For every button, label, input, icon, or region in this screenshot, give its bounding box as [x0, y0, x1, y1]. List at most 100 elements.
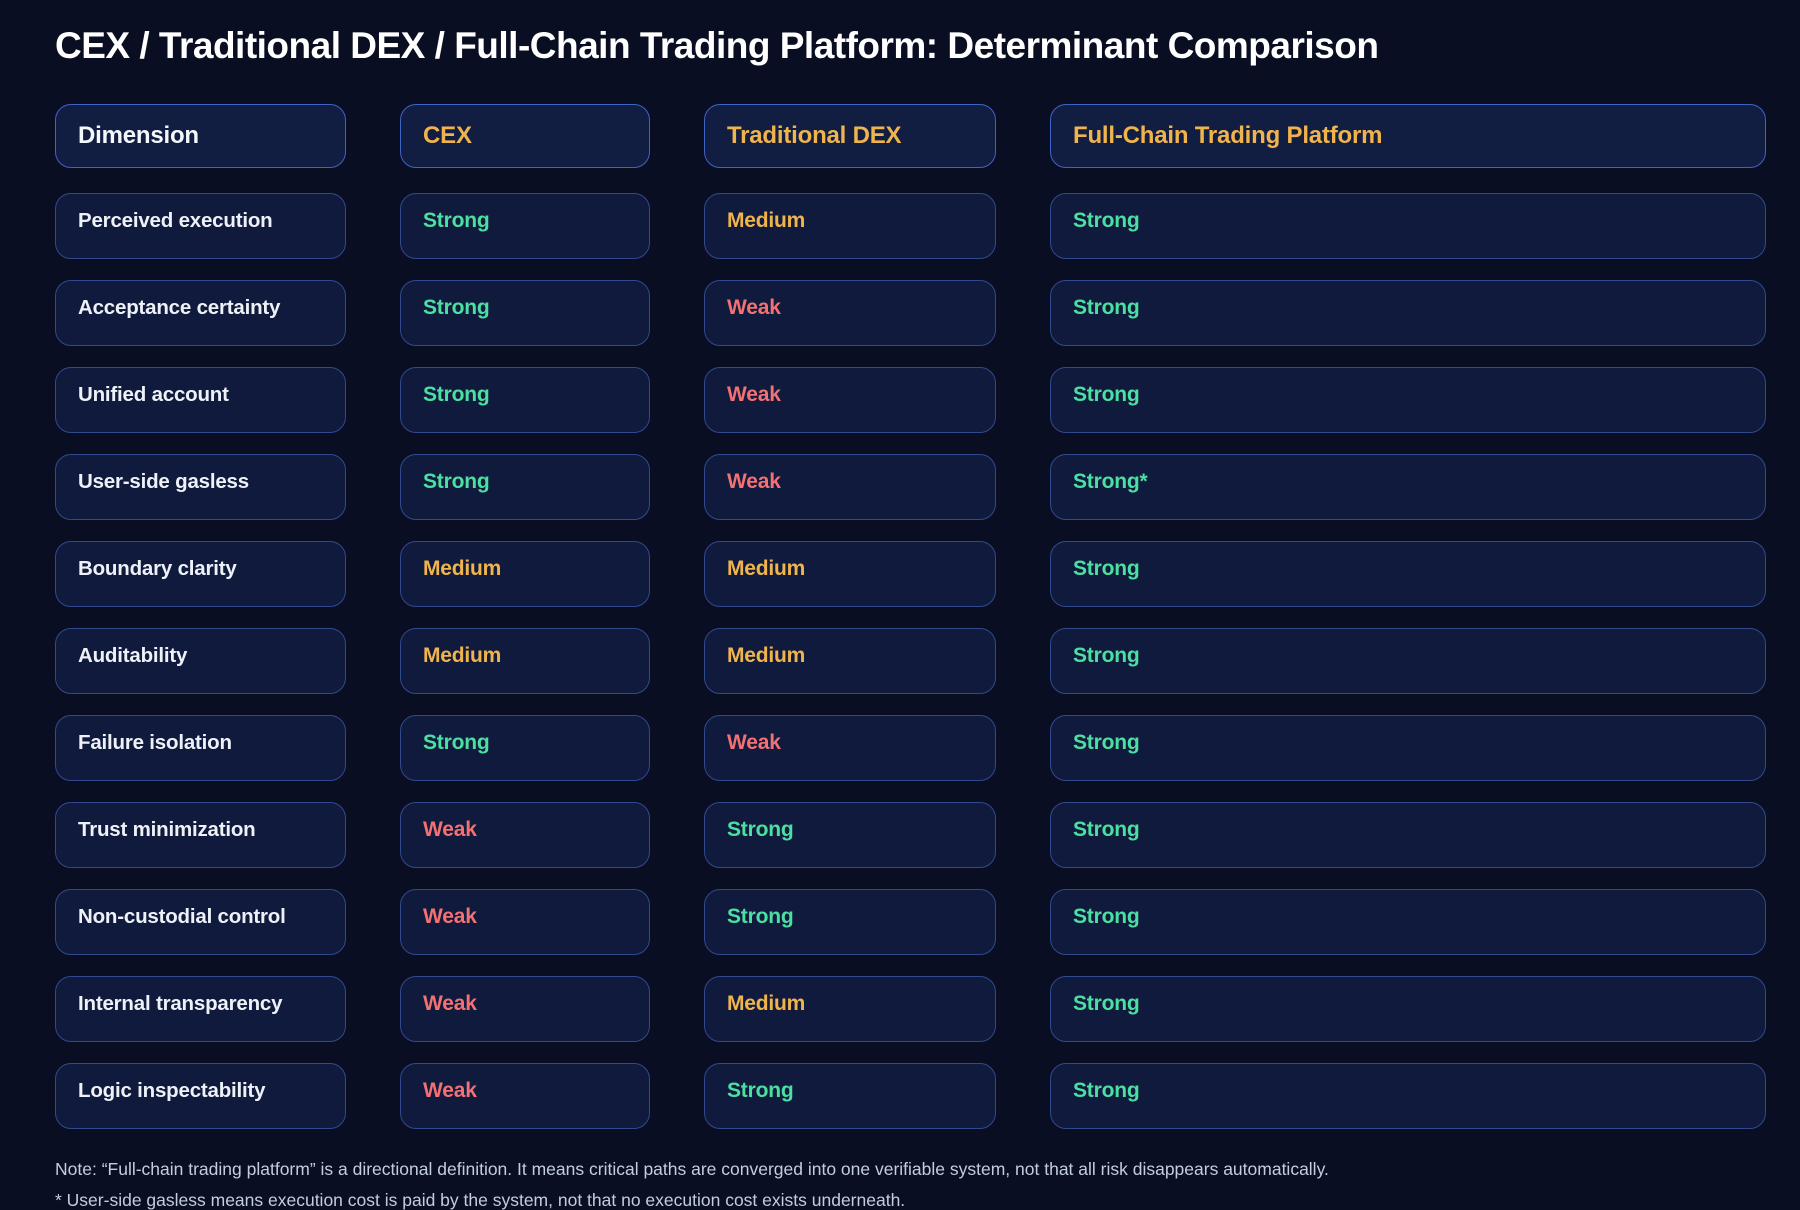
dimension-label: Trust minimization: [78, 818, 256, 842]
dex-rating-value: Weak: [727, 731, 781, 755]
fullchain-value-cell: Strong: [1050, 628, 1766, 695]
dex-value-cell: Strong: [704, 802, 996, 869]
fullchain-value-cell: Strong*: [1050, 454, 1766, 521]
footnote-definition: Note: “Full-chain trading platform” is a…: [55, 1159, 1329, 1180]
table-row: Trust minimization Weak Strong Strong: [55, 802, 1766, 869]
dex-rating-value: Weak: [727, 470, 781, 494]
dimension-cell: Failure isolation: [55, 715, 346, 782]
dex-value-cell: Weak: [704, 454, 996, 521]
dex-rating-value: Weak: [727, 296, 781, 320]
cex-rating-value: Weak: [423, 992, 477, 1016]
header-label-fullchain: Full-Chain Trading Platform: [1073, 122, 1383, 150]
dex-value-cell: Strong: [704, 1063, 996, 1130]
dimension-label: Unified account: [78, 383, 229, 407]
fullchain-value-cell: Strong: [1050, 541, 1766, 608]
fullchain-value-cell: Strong: [1050, 367, 1766, 434]
cex-value-cell: Strong: [400, 280, 650, 347]
table-row: Unified account Strong Weak Strong: [55, 367, 1766, 434]
dimension-label: Auditability: [78, 644, 188, 668]
fullchain-value-cell: Strong: [1050, 193, 1766, 260]
header-cell-traditional-dex: Traditional DEX: [704, 104, 996, 169]
dex-value-cell: Medium: [704, 628, 996, 695]
header-cell-fullchain: Full-Chain Trading Platform: [1050, 104, 1766, 169]
cex-rating-value: Strong: [423, 209, 490, 233]
dimension-cell: Boundary clarity: [55, 541, 346, 608]
fullchain-rating-value: Strong: [1073, 818, 1140, 842]
fullchain-rating-value: Strong: [1073, 383, 1140, 407]
dex-rating-value: Strong: [727, 1079, 794, 1103]
cex-value-cell: Strong: [400, 367, 650, 434]
cex-value-cell: Weak: [400, 802, 650, 869]
cex-rating-value: Strong: [423, 383, 490, 407]
dex-value-cell: Weak: [704, 367, 996, 434]
dex-value-cell: Weak: [704, 280, 996, 347]
dex-rating-value: Strong: [727, 905, 794, 929]
fullchain-value-cell: Strong: [1050, 280, 1766, 347]
fullchain-rating-value: Strong: [1073, 992, 1140, 1016]
dex-rating-value: Medium: [727, 557, 806, 581]
fullchain-rating-value: Strong: [1073, 905, 1140, 929]
table-row: Non-custodial control Weak Strong Strong: [55, 889, 1766, 956]
fullchain-rating-value: Strong: [1073, 1079, 1140, 1103]
dimension-label: Perceived execution: [78, 209, 273, 233]
table-row: Failure isolation Strong Weak Strong: [55, 715, 1766, 782]
dimension-cell: Auditability: [55, 628, 346, 695]
cex-value-cell: Medium: [400, 628, 650, 695]
dimension-cell: Trust minimization: [55, 802, 346, 869]
dimension-label: User-side gasless: [78, 470, 249, 494]
cex-rating-value: Strong: [423, 470, 490, 494]
dimension-cell: User-side gasless: [55, 454, 346, 521]
dimension-cell: Acceptance certainty: [55, 280, 346, 347]
table-row: Logic inspectability Weak Strong Strong: [55, 1063, 1766, 1130]
fullchain-value-cell: Strong: [1050, 715, 1766, 782]
cex-value-cell: Weak: [400, 889, 650, 956]
cex-rating-value: Medium: [423, 644, 502, 668]
table-row: Boundary clarity Medium Medium Strong: [55, 541, 1766, 608]
header-cell-dimension: Dimension: [55, 104, 346, 169]
cex-rating-value: Strong: [423, 731, 490, 755]
fullchain-value-cell: Strong: [1050, 802, 1766, 869]
dex-rating-value: Weak: [727, 383, 781, 407]
dimension-label: Logic inspectability: [78, 1079, 266, 1103]
dex-rating-value: Strong: [727, 818, 794, 842]
dimension-label: Boundary clarity: [78, 557, 237, 581]
dex-rating-value: Medium: [727, 209, 806, 233]
cex-rating-value: Medium: [423, 557, 502, 581]
table-header-row: Dimension CEX Traditional DEX Full-Chain…: [55, 104, 1766, 169]
dimension-cell: Perceived execution: [55, 193, 346, 260]
dimension-label: Acceptance certainty: [78, 296, 281, 320]
dex-rating-value: Medium: [727, 644, 806, 668]
cex-rating-value: Weak: [423, 905, 477, 929]
fullchain-rating-value: Strong: [1073, 557, 1140, 581]
table-row: Auditability Medium Medium Strong: [55, 628, 1766, 695]
fullchain-rating-value: Strong: [1073, 731, 1140, 755]
cex-value-cell: Strong: [400, 193, 650, 260]
dex-value-cell: Medium: [704, 976, 996, 1043]
table-row: Acceptance certainty Strong Weak Strong: [55, 280, 1766, 347]
dimension-label: Internal transparency: [78, 992, 283, 1016]
table-row: User-side gasless Strong Weak Strong*: [55, 454, 1766, 521]
fullchain-value-cell: Strong: [1050, 1063, 1766, 1130]
footnotes: Note: “Full-chain trading platform” is a…: [55, 1159, 1766, 1209]
table-row: Perceived execution Strong Medium Strong: [55, 193, 1766, 260]
fullchain-rating-value: Strong: [1073, 209, 1140, 233]
header-label-traditional-dex: Traditional DEX: [727, 122, 902, 150]
dex-value-cell: Medium: [704, 541, 996, 608]
dimension-cell: Non-custodial control: [55, 889, 346, 956]
dex-value-cell: Medium: [704, 193, 996, 260]
header-label-dimension: Dimension: [78, 122, 199, 150]
dimension-cell: Internal transparency: [55, 976, 346, 1043]
dimension-cell: Unified account: [55, 367, 346, 434]
cex-value-cell: Weak: [400, 976, 650, 1043]
header-cell-cex: CEX: [400, 104, 650, 169]
page-title: CEX / Traditional DEX / Full-Chain Tradi…: [55, 25, 1379, 66]
dimension-label: Failure isolation: [78, 731, 232, 755]
fullchain-value-cell: Strong: [1050, 889, 1766, 956]
cex-value-cell: Strong: [400, 715, 650, 782]
dex-value-cell: Strong: [704, 889, 996, 956]
table-row: Internal transparency Weak Medium Strong: [55, 976, 1766, 1043]
fullchain-rating-value: Strong: [1073, 296, 1140, 320]
fullchain-value-cell: Strong: [1050, 976, 1766, 1043]
cex-value-cell: Strong: [400, 454, 650, 521]
